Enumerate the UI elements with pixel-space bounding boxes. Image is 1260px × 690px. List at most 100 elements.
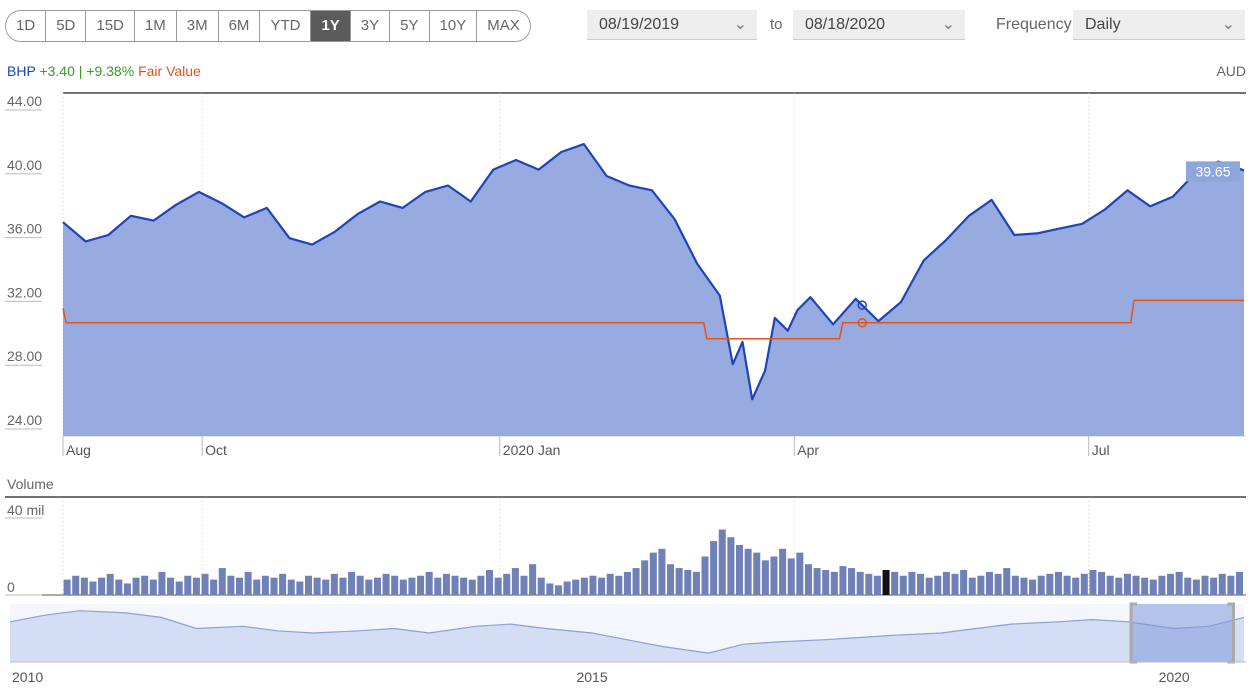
range-button-max[interactable]: MAX [477, 11, 530, 41]
volume-bar [856, 571, 864, 595]
range-button-1y[interactable]: 1Y [311, 11, 351, 41]
range-button-5d[interactable]: 5D [46, 11, 87, 41]
x-tick-label: Apr [797, 442, 819, 458]
volume-y-tick-label: 0 [7, 579, 15, 595]
range-button-10y[interactable]: 10Y [429, 11, 478, 41]
range-button-3y[interactable]: 3Y [350, 11, 391, 41]
volume-y-tick-label: 40 mil [7, 502, 44, 518]
volume-bar [537, 577, 545, 595]
frequency-value: Daily [1085, 16, 1121, 33]
volume-bar [1063, 575, 1071, 595]
volume-bar [813, 568, 821, 595]
volume-bar [1054, 571, 1062, 595]
volume-bar [1235, 571, 1243, 595]
y-tick-label: 36.00 [7, 221, 42, 237]
volume-bar [589, 575, 597, 595]
volume-bar [425, 571, 433, 595]
volume-bar [72, 575, 80, 595]
navigator-line [9, 610, 1245, 654]
volume-bar [1175, 571, 1183, 595]
volume-bar [115, 579, 123, 595]
legend-ticker: BHP [7, 63, 36, 79]
volume-bar [899, 575, 907, 595]
range-button-3m[interactable]: 3M [176, 11, 219, 41]
range-button-ytd[interactable]: YTD [260, 11, 312, 41]
end-date-select[interactable]: 08/18/2020 ⌄ [793, 10, 965, 40]
volume-bar [192, 577, 200, 595]
volume-bar [701, 556, 709, 595]
range-button-5y[interactable]: 5Y [390, 11, 430, 41]
volume-bar [408, 577, 416, 595]
volume-bar [1072, 577, 1080, 595]
volume-bar [1020, 577, 1028, 595]
volume-bar [132, 577, 140, 595]
volume-bar [727, 537, 735, 595]
y-tick-label: 32.00 [7, 284, 42, 300]
volume-bar [649, 552, 657, 595]
volume-bar [770, 556, 778, 595]
volume-bar [994, 573, 1002, 595]
fair-value-line [62, 299, 1244, 340]
volume-bar [356, 575, 364, 595]
volume-bar [632, 568, 640, 595]
range-button-1d[interactable]: 1D [6, 11, 47, 41]
volume-bar [158, 571, 166, 595]
volume-bar [1080, 573, 1088, 595]
volume-bar [1201, 575, 1209, 595]
volume-bar [718, 529, 726, 595]
volume-bar [477, 575, 485, 595]
volume-bar [580, 577, 588, 595]
volume-bar [175, 581, 183, 595]
volume-bar [253, 579, 261, 595]
frequency-label: Frequency [996, 16, 1072, 33]
volume-bar [373, 577, 381, 595]
volume-bar [1089, 569, 1097, 595]
volume-bar [1218, 573, 1226, 595]
volume-bar [615, 575, 623, 595]
x-tick-label: Aug [66, 442, 91, 458]
start-date-select[interactable]: 08/19/2019 ⌄ [587, 10, 757, 40]
chart-legend: BHP +3.40 | +9.38% Fair Value [7, 63, 201, 79]
volume-bar [744, 548, 752, 595]
volume-bar [460, 577, 468, 595]
volume-bar [873, 575, 881, 595]
volume-bar [1227, 575, 1235, 595]
volume-bar [554, 585, 562, 595]
x-tick-label: Jul [1092, 442, 1110, 458]
volume-bar [977, 575, 985, 595]
event-marker-icon [857, 300, 867, 310]
volume-bar [667, 564, 675, 595]
volume-bar [339, 577, 347, 595]
volume-bar [322, 579, 330, 595]
to-label: to [770, 16, 783, 33]
volume-bar [382, 573, 390, 595]
range-button-group: 1D 5D 15D 1M 3M 6M YTD 1Y 3Y 5Y 10Y MAX [5, 10, 531, 42]
frequency-select[interactable]: Daily ⌄ [1073, 10, 1245, 40]
volume-bar [658, 548, 666, 595]
range-button-1m[interactable]: 1M [134, 11, 177, 41]
volume-bar [451, 575, 459, 595]
y-tick-label: 44.00 [7, 93, 42, 109]
navigator-selection [1131, 604, 1234, 662]
volume-bar [296, 581, 304, 595]
volume-bar [236, 577, 244, 595]
volume-bar [503, 573, 511, 595]
volume-bar [167, 577, 175, 595]
volume-bar [563, 581, 571, 595]
volume-bar [882, 569, 890, 595]
range-button-15d[interactable]: 15D [86, 11, 135, 41]
volume-bar [330, 573, 338, 595]
volume-bar [1029, 579, 1037, 595]
volume-bar [313, 577, 321, 595]
volume-bar [494, 577, 502, 595]
volume-bar [572, 579, 580, 595]
range-button-6m[interactable]: 6M [218, 11, 261, 41]
volume-bar [149, 579, 157, 595]
fair-value-marker-icon [857, 317, 867, 328]
volume-bar [1158, 575, 1166, 595]
chevron-down-icon: ⌄ [733, 16, 747, 33]
volume-bar [684, 569, 692, 595]
volume-bar [934, 575, 942, 595]
x-tick-label: Oct [205, 442, 227, 458]
